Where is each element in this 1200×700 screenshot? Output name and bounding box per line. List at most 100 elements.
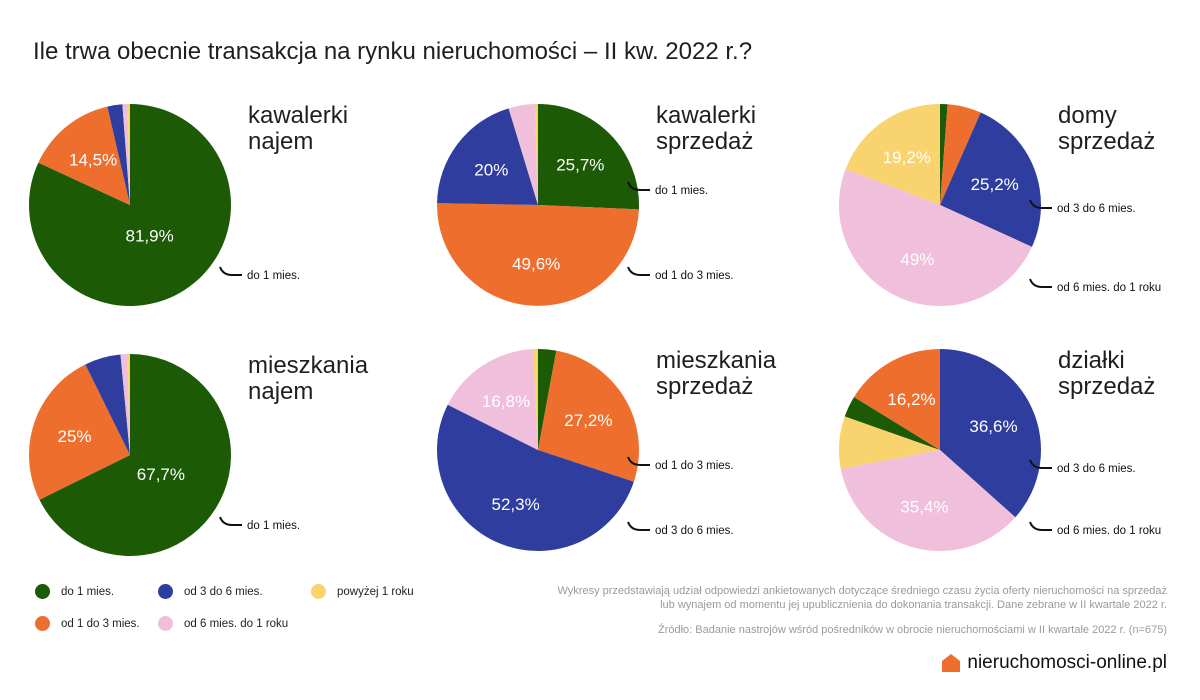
pie-slice-od-6-mies-do-1-roku	[447, 349, 538, 450]
callout-leader-line	[627, 181, 650, 191]
pie-panel-kawalerki-najem: 81,9% 14,5% do 1 mies. kawalerki najem	[20, 95, 410, 335]
callout-leader-line	[1029, 459, 1052, 469]
pie-slice-od-1-do-3-mies	[29, 364, 130, 500]
slice-value-label: 14,5%	[69, 151, 117, 170]
pie-chart: 81,9% 14,5% do 1 mies.	[28, 103, 300, 306]
callout-leader-line	[1029, 521, 1052, 531]
legend-swatch	[311, 584, 326, 599]
legend-label: od 3 do 6 mies.	[184, 585, 263, 598]
callout-label: od 1 do 3 mies.	[655, 460, 734, 472]
pie-title-line: działki	[1058, 347, 1125, 374]
slice-value-label: 81,9%	[125, 227, 173, 246]
pie-title: kawalerki sprzedaż	[656, 103, 756, 155]
pie-title-line: sprzedaż	[1058, 373, 1156, 400]
legend-swatch	[35, 616, 50, 631]
slice-value-label: 36,6%	[969, 417, 1017, 436]
pie-slice-od-1-do-3-mies	[38, 106, 131, 205]
pie-title-line: mieszkania	[248, 352, 369, 379]
callout-leader-line	[219, 266, 242, 276]
house-icon	[942, 654, 961, 672]
pie-title-line: sprzedaż	[656, 373, 754, 400]
slice-value-label: 20%	[474, 161, 508, 180]
legend: do 1 mies. od 1 do 3 mies. od 3 do 6 mie…	[35, 584, 475, 644]
slice-value-label: 35,4%	[900, 498, 948, 517]
pie-slice-do-1-mies	[844, 396, 940, 450]
pie-chart: 25,7% 49,6% 20% do 1 mies. od 1 do 3 mies.	[437, 104, 734, 306]
pie-chart: 67,7% 25% do 1 mies.	[29, 353, 300, 556]
pie-slice-od-1-do-3-mies	[940, 104, 981, 205]
description-line: Wykresy przedstawiają udział odpowiedzi …	[557, 585, 1167, 597]
legend-item: powyżej 1 roku	[311, 584, 414, 599]
pie-panel-kawalerki-sprzedaz: 25,7% 49,6% 20% do 1 mies. od 1 do 3 mies. ka…	[428, 95, 818, 335]
pie-title-line: najem	[248, 378, 314, 405]
chart-description: Wykresy przedstawiają udział odpowiedzi …	[558, 584, 1167, 612]
description-line: lub wynajem od momentu jej upublicznieni…	[660, 599, 1167, 611]
legend-label: powyżej 1 roku	[337, 585, 414, 598]
pie-slice-od-1-do-3-mies	[437, 203, 639, 306]
slice-value-label: 27,2%	[564, 411, 612, 430]
pie-title: mieszkania najem	[248, 353, 368, 405]
callout-leader-line	[219, 516, 242, 526]
legend-item: od 3 do 6 mies.	[158, 584, 263, 599]
callout-leader-line	[627, 521, 650, 531]
pie-title: działki sprzedaż	[1058, 348, 1155, 400]
pie-panel-domy-sprzedaz: 25,2% 49% 19,2% od 3 do 6 mies. od 6 mies. d…	[830, 95, 1200, 335]
pie-slice-od-3-do-6-mies	[85, 354, 130, 455]
callout-label: od 1 do 3 mies.	[655, 270, 734, 282]
pie-slice-od-3-do-6-mies	[940, 349, 1042, 518]
pie-title-line: mieszkania	[656, 347, 777, 374]
pie-slice-do-1-mies	[538, 349, 557, 450]
pie-slice-powyzej-1-roku	[127, 103, 130, 205]
pie-slice-od-6-mies-do-1-roku	[122, 104, 130, 205]
pie-chart: 25,2% 49% 19,2% od 3 do 6 mies. od 6 mies. d…	[838, 104, 1161, 307]
source-note: Źródło: Badanie nastrojów wśród pośredni…	[658, 624, 1167, 636]
pie-slice-powyzej-1-roku	[127, 353, 130, 455]
legend-swatch	[158, 584, 173, 599]
pie-title-line: kawalerki	[656, 102, 757, 129]
legend-item: od 6 mies. do 1 roku	[158, 616, 288, 631]
pie-slice-od-6-mies-do-1-roku	[840, 450, 1016, 552]
callout-label: od 3 do 6 mies.	[655, 525, 734, 537]
callout-label: do 1 mies.	[655, 185, 708, 197]
pie-slice-do-1-mies	[39, 354, 232, 556]
legend-label: do 1 mies.	[61, 585, 115, 598]
brand-logo[interactable]: nieruchomosci-online.pl	[941, 652, 1167, 674]
pie-slice-od-3-do-6-mies	[107, 104, 130, 205]
pie-slice-powyzej-1-roku	[534, 104, 538, 205]
slice-value-label: 52,3%	[491, 495, 539, 514]
callout-label: od 6 mies. do 1 roku	[1057, 282, 1161, 294]
pie-slice-od-3-do-6-mies	[940, 112, 1041, 247]
pie-title-line: domy	[1058, 102, 1117, 129]
pie-panel-dzialki-sprzedaz: 36,6% 35,4% 16,2% od 3 do 6 mies. od 6 mies.…	[830, 340, 1200, 580]
pie-title: mieszkania sprzedaż	[656, 348, 776, 400]
callout-leader-line	[1029, 278, 1052, 288]
callout-leader-line	[627, 456, 650, 466]
pie-slice-od-1-do-3-mies	[538, 350, 640, 482]
legend-label: od 1 do 3 mies.	[61, 617, 140, 630]
slice-value-label: 25%	[57, 427, 91, 446]
pie-title-line: kawalerki	[248, 102, 349, 129]
pie-slice-powyzej-1-roku	[532, 349, 538, 450]
pie-chart: 27,2% 52,3% 16,8% od 1 do 3 mies. od 3 do 6 …	[437, 349, 734, 551]
pie-slice-od-6-mies-do-1-roku	[120, 354, 130, 455]
pie-slice-do-1-mies	[28, 104, 231, 306]
pie-slice-od-6-mies-do-1-roku	[838, 169, 1032, 307]
brand-name: nieruchomosci-online.pl	[967, 652, 1167, 673]
pie-title: kawalerki najem	[248, 103, 348, 155]
pie-title-line: sprzedaż	[656, 128, 754, 155]
legend-item: do 1 mies.	[35, 584, 114, 599]
slice-value-label: 16,2%	[887, 390, 935, 409]
callout-leader-line	[1029, 199, 1052, 209]
pie-panel-mieszkania-najem: 67,7% 25% do 1 mies. mieszkania najem	[20, 345, 410, 585]
pie-title-line: najem	[248, 128, 314, 155]
pie-title-line: sprzedaż	[1058, 128, 1156, 155]
slice-value-label: 16,8%	[482, 392, 530, 411]
callout-leader-line	[627, 266, 650, 276]
callout-label: od 3 do 6 mies.	[1057, 463, 1136, 475]
callout-label: od 3 do 6 mies.	[1057, 203, 1136, 215]
legend-swatch	[35, 584, 50, 599]
callout-label: od 6 mies. do 1 roku	[1057, 525, 1161, 537]
pie-panel-mieszkania-sprzedaz: 27,2% 52,3% 16,8% od 1 do 3 mies. od 3 do 6 …	[428, 340, 818, 580]
pie-slice-powyzej-1-roku	[839, 416, 940, 469]
pie-slice-powyzej-1-roku	[845, 104, 940, 205]
